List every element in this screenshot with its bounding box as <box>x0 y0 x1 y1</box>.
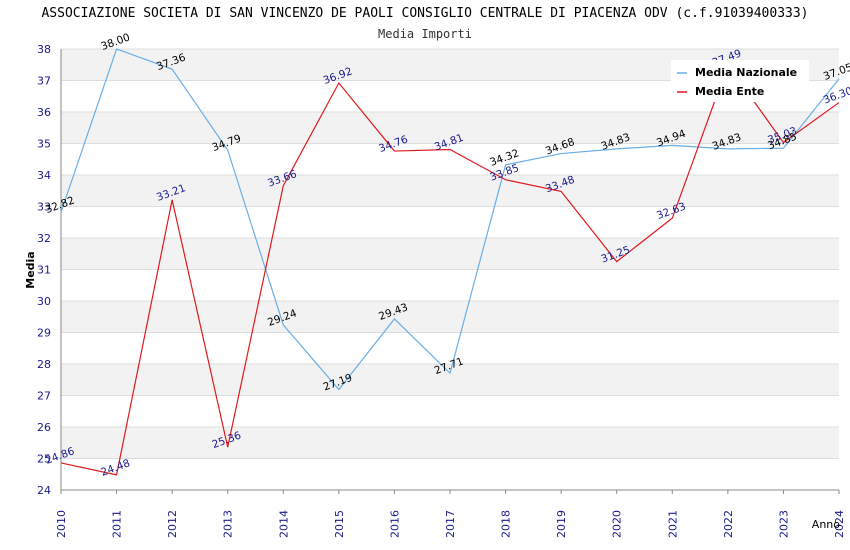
x-tick-label: 2021 <box>666 510 679 538</box>
y-tick-label: 25 <box>37 453 51 466</box>
grid-band <box>61 301 839 333</box>
x-tick-label: 2020 <box>611 510 624 538</box>
data-label: 32.82 <box>44 195 76 217</box>
y-tick-label: 34 <box>37 169 51 182</box>
chart-subtitle: Media Importi <box>378 27 472 41</box>
y-tick-label: 31 <box>37 264 51 277</box>
y-tick-label: 26 <box>37 421 51 434</box>
y-tick-label: 24 <box>37 484 51 497</box>
x-tick-label: 2022 <box>722 510 735 538</box>
data-label: 24.86 <box>44 445 77 467</box>
legend-label: Media Ente <box>695 85 764 98</box>
x-tick-label: 2012 <box>166 510 179 538</box>
x-tick-label: 2023 <box>777 510 790 538</box>
y-tick-label: 35 <box>37 138 51 151</box>
chart-title: ASSOCIAZIONE SOCIETA DI SAN VINCENZO DE … <box>41 6 809 21</box>
x-tick-label: 2014 <box>277 510 290 538</box>
y-tick-label: 37 <box>37 75 51 88</box>
x-tick-label: 2017 <box>444 510 457 538</box>
data-label: 36.30 <box>822 85 850 107</box>
x-tick-label: 2019 <box>555 510 568 538</box>
y-tick-label: 29 <box>37 327 51 340</box>
x-tick-label: 2013 <box>222 510 235 538</box>
y-tick-label: 32 <box>37 232 51 245</box>
grid-band <box>61 364 839 396</box>
grid-band <box>61 175 839 207</box>
x-tick-label: 2011 <box>111 510 124 538</box>
series-line <box>60 63 840 476</box>
data-label: 24.48 <box>99 457 131 479</box>
x-tick-label: 2015 <box>333 510 346 538</box>
x-tick-label: 2018 <box>500 510 513 538</box>
legend-label: Media Nazionale <box>695 66 797 79</box>
y-tick-label: 28 <box>37 358 51 371</box>
y-axis-title: Media <box>24 251 37 288</box>
grid-band <box>61 427 839 459</box>
y-tick-label: 27 <box>37 390 51 403</box>
x-axis-title: Anno <box>812 518 840 531</box>
grid-band <box>61 238 839 270</box>
y-tick-label: 36 <box>37 106 51 119</box>
series-line <box>60 48 840 391</box>
y-tick-label: 38 <box>37 43 51 56</box>
legend-box <box>671 60 809 102</box>
y-tick-label: 33 <box>37 201 51 214</box>
y-tick-label: 30 <box>37 295 51 308</box>
x-tick-label: 2024 <box>833 510 846 538</box>
x-tick-label: 2016 <box>388 510 401 538</box>
x-tick-label: 2010 <box>55 510 68 538</box>
